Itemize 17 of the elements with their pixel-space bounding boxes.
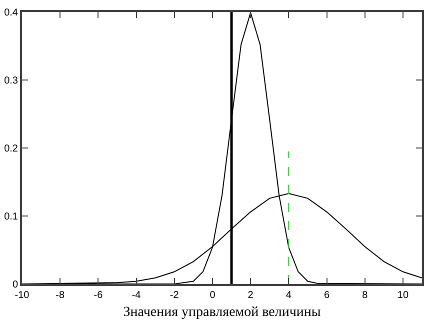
- x-tick-label: 6: [324, 290, 330, 301]
- x-tick-label: -10: [14, 290, 30, 301]
- x-tick-label: -4: [132, 290, 142, 301]
- x-tick-label: -6: [94, 290, 104, 301]
- y-tick-label: 0: [12, 280, 18, 290]
- x-axis-title: Значения управляемой величины: [123, 304, 322, 320]
- x-tick-label: 8: [362, 290, 368, 301]
- y-tick-label: 0.1: [4, 212, 18, 222]
- x-tick-label: -2: [170, 290, 180, 301]
- y-tick-label: 0.2: [4, 144, 18, 154]
- y-tick-label: 0.4: [4, 8, 18, 18]
- y-tick-label: 0.3: [4, 76, 18, 86]
- x-tick-label: -8: [56, 290, 65, 301]
- x-tick-label: 4: [286, 290, 292, 301]
- x-tick-label: 10: [397, 290, 409, 301]
- x-tick-label: 0: [210, 290, 216, 301]
- x-tick-label: 2: [248, 290, 254, 301]
